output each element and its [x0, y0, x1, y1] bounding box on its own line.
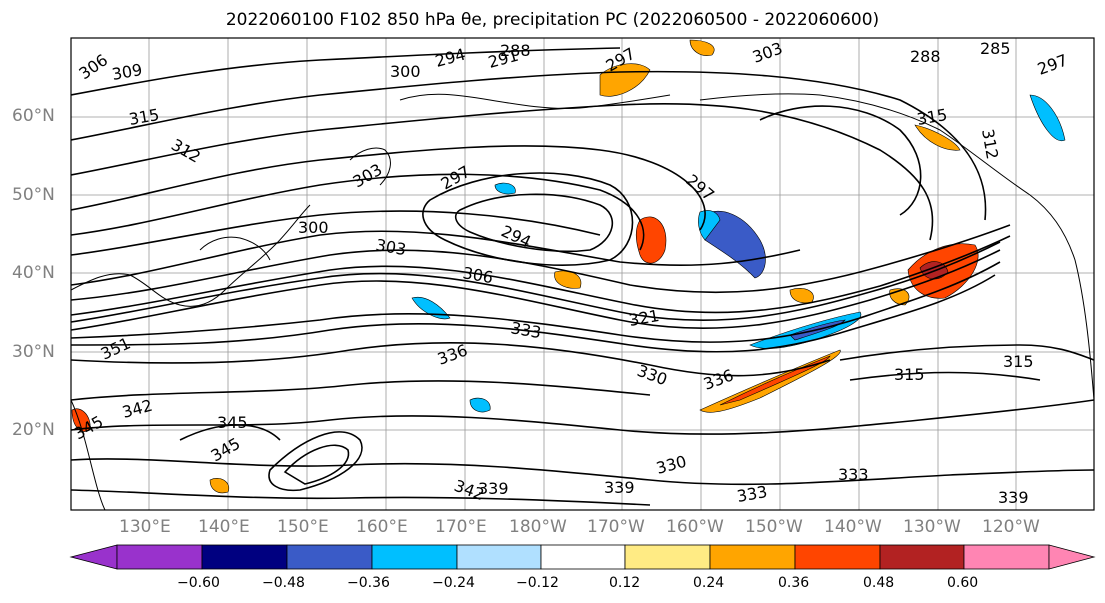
colorbar-segment: [624, 544, 711, 570]
colorbar-segment: [116, 544, 203, 570]
shade-patch-orange9: [209, 478, 230, 494]
lon-label: 120°W: [982, 517, 1040, 537]
lat-label-20n: 20°N: [12, 420, 55, 440]
colorbar-tick: 0.36: [778, 575, 810, 591]
theta-e-contours: [71, 47, 1094, 506]
colorbar-segment: [286, 544, 373, 570]
colorbar-extend-low: [69, 544, 118, 570]
lon-label: 180°W: [509, 517, 567, 537]
colorbar-tick: 0.24: [693, 575, 725, 591]
colorbar-tick: 0.60: [947, 575, 979, 591]
colorbar-extend-high: [1048, 544, 1096, 570]
lon-label: 170°W: [587, 517, 645, 537]
shade-patch-blue4: [469, 397, 491, 413]
lon-label: 150°E: [277, 517, 329, 537]
shade-patch-blue2: [411, 296, 451, 320]
lon-label: 170°E: [435, 517, 487, 537]
coastlines: [71, 93, 1094, 510]
shade-patch-blue: [704, 210, 766, 279]
colorbar-segment: [456, 544, 542, 570]
lon-label: 130°W: [903, 517, 961, 537]
colorbar-tick: −0.48: [262, 575, 305, 591]
colorbar-segment: [794, 544, 881, 570]
shade-patch-blue5: [494, 182, 516, 195]
colorbar-segment: [540, 544, 626, 570]
graticule: [71, 38, 1094, 510]
lon-label: 130°E: [119, 517, 171, 537]
lat-label-60n: 60°N: [12, 106, 55, 126]
lon-label: 140°E: [198, 517, 250, 537]
colorbar-segment: [879, 544, 965, 570]
lat-label-50n: 50°N: [12, 185, 55, 205]
lon-label: 140°W: [824, 517, 882, 537]
colorbar-tick: 0.48: [863, 575, 895, 591]
colorbar-tick: −0.60: [177, 575, 220, 591]
colorbar-tick: −0.36: [347, 575, 390, 591]
shade-patch-orange6: [914, 124, 961, 151]
colorbar-segment: [709, 544, 796, 570]
lat-label-30n: 30°N: [12, 342, 55, 362]
map-frame-border: [70, 37, 1095, 511]
map-title: 2022060100 F102 850 hPa θe, precipitatio…: [225, 10, 880, 30]
lon-label: 160°E: [356, 517, 408, 537]
lon-label: 150°W: [745, 517, 803, 537]
colorbar-segment: [201, 544, 288, 570]
colorbar-tick: −0.12: [516, 575, 559, 591]
shade-patch-orange5: [689, 39, 715, 56]
shade-patch-cyan: [698, 210, 721, 241]
lon-label: 160°W: [666, 517, 724, 537]
colorbar-segment: [963, 544, 1050, 570]
colorbar-segment: [371, 544, 458, 570]
lat-label-40n: 40°N: [12, 263, 55, 283]
colorbar-tick: 0.12: [609, 575, 641, 591]
colorbar-tick: −0.24: [432, 575, 475, 591]
shade-patch-blue3: [1029, 94, 1066, 142]
colorbar: [69, 544, 1096, 570]
